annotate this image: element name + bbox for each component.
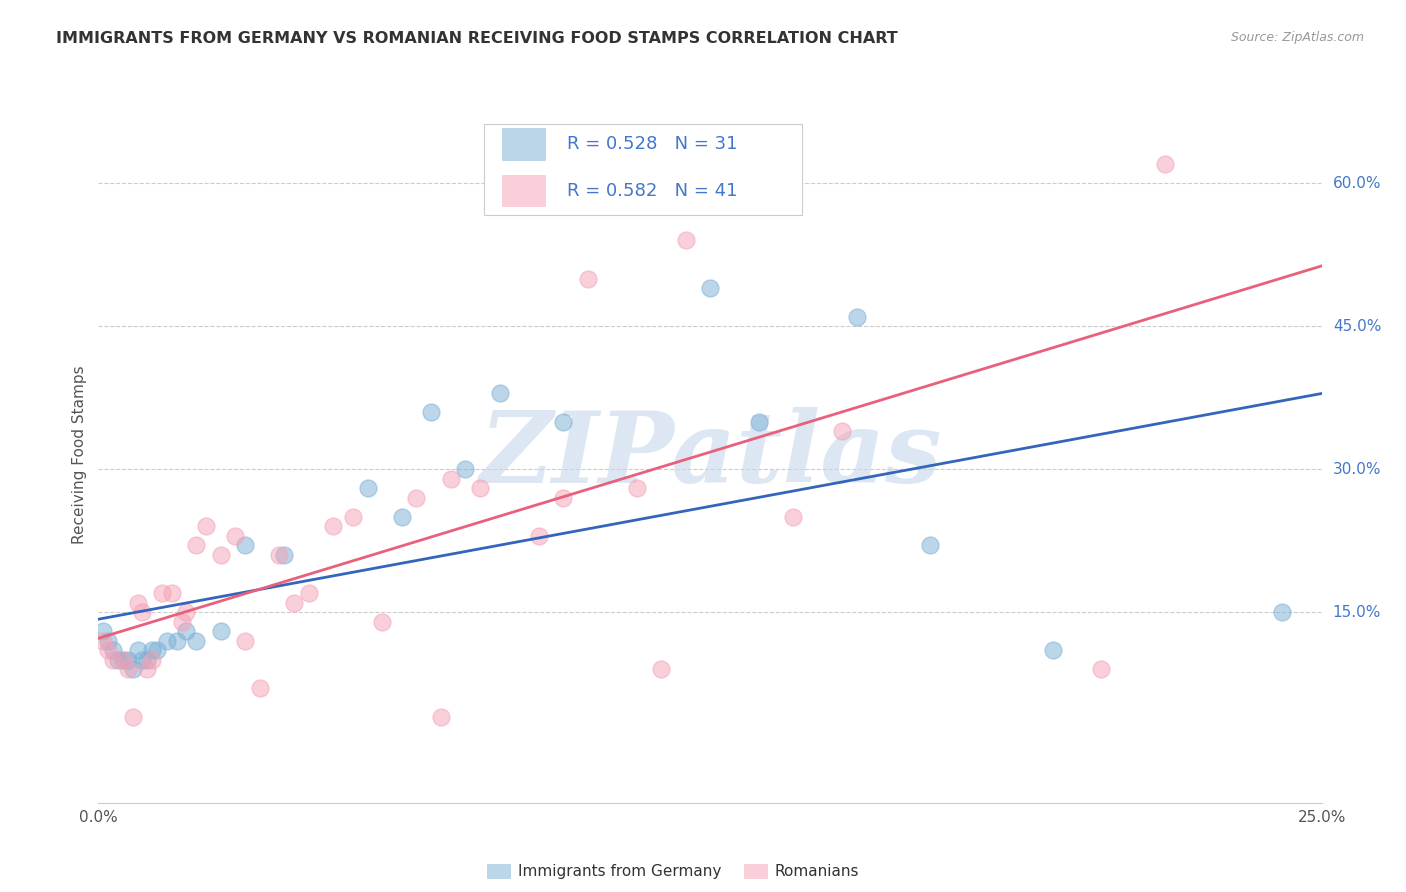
Point (150, 586, 173, 600)
Point (454, 462, 477, 476)
Point (420, 405, 443, 419)
Point (117, 653, 139, 667)
Point (1090, 662, 1112, 676)
FancyBboxPatch shape (502, 128, 546, 160)
Point (224, 529, 246, 543)
Point (166, 633, 188, 648)
Point (209, 624, 232, 639)
Point (733, 157, 755, 171)
Text: 30.0%: 30.0% (1333, 462, 1381, 476)
Text: 45.0%: 45.0% (1333, 318, 1381, 334)
Point (111, 653, 134, 667)
Point (371, 615, 394, 629)
Point (782, 509, 804, 524)
Point (488, 386, 510, 401)
Point (127, 596, 149, 610)
Point (1042, 643, 1064, 657)
Text: IMMIGRANTS FROM GERMANY VS ROMANIAN RECEIVING FOOD STAMPS CORRELATION CHART: IMMIGRANTS FROM GERMANY VS ROMANIAN RECE… (56, 31, 898, 46)
Point (117, 662, 139, 676)
Legend: Immigrants from Germany, Romanians: Immigrants from Germany, Romanians (481, 858, 866, 886)
Point (160, 586, 183, 600)
Text: 60.0%: 60.0% (1333, 176, 1381, 191)
Text: ZIPatlas: ZIPatlas (479, 407, 941, 503)
Point (136, 653, 159, 667)
Point (283, 596, 305, 610)
Point (920, 539, 942, 553)
Point (527, 529, 550, 543)
Point (176, 624, 198, 639)
Point (136, 662, 159, 676)
Point (553, 415, 575, 429)
Point (141, 653, 163, 667)
Point (121, 662, 143, 676)
Point (430, 710, 453, 724)
Point (91, 633, 114, 648)
Text: 15.0%: 15.0% (1333, 605, 1381, 620)
Point (626, 481, 648, 495)
Point (273, 548, 295, 562)
Point (101, 653, 124, 667)
Point (322, 519, 344, 533)
Point (91, 624, 114, 639)
Point (298, 586, 321, 600)
Point (156, 633, 179, 648)
Point (121, 710, 143, 724)
Point (269, 548, 291, 562)
Point (468, 481, 491, 495)
Point (209, 548, 232, 562)
Point (111, 653, 134, 667)
Point (127, 643, 149, 657)
Point (97, 643, 120, 657)
Point (195, 519, 218, 533)
Point (831, 424, 853, 438)
FancyBboxPatch shape (502, 175, 546, 206)
Point (699, 281, 721, 295)
Text: Source: ZipAtlas.com: Source: ZipAtlas.com (1230, 31, 1364, 45)
Point (233, 633, 256, 648)
Text: R = 0.528   N = 31: R = 0.528 N = 31 (567, 135, 737, 153)
Point (391, 509, 413, 524)
FancyBboxPatch shape (484, 124, 801, 215)
Point (146, 643, 169, 657)
Text: R = 0.582   N = 41: R = 0.582 N = 41 (567, 182, 737, 200)
Point (1154, 157, 1177, 171)
Point (356, 481, 378, 495)
Point (748, 415, 770, 429)
Y-axis label: Receiving Food Stamps: Receiving Food Stamps (72, 366, 87, 544)
Point (101, 643, 124, 657)
Point (576, 271, 599, 285)
Point (186, 633, 208, 648)
Point (176, 605, 198, 619)
Point (97, 633, 120, 648)
Point (249, 681, 271, 696)
Point (342, 509, 364, 524)
Point (141, 643, 163, 657)
Point (1271, 605, 1294, 619)
Point (675, 234, 697, 248)
Point (440, 472, 463, 486)
Point (131, 605, 153, 619)
Point (553, 491, 575, 505)
Point (405, 491, 427, 505)
Point (650, 662, 672, 676)
Point (170, 615, 193, 629)
Point (131, 653, 153, 667)
Point (107, 653, 129, 667)
Point (845, 310, 868, 324)
Point (233, 539, 256, 553)
Point (186, 539, 208, 553)
